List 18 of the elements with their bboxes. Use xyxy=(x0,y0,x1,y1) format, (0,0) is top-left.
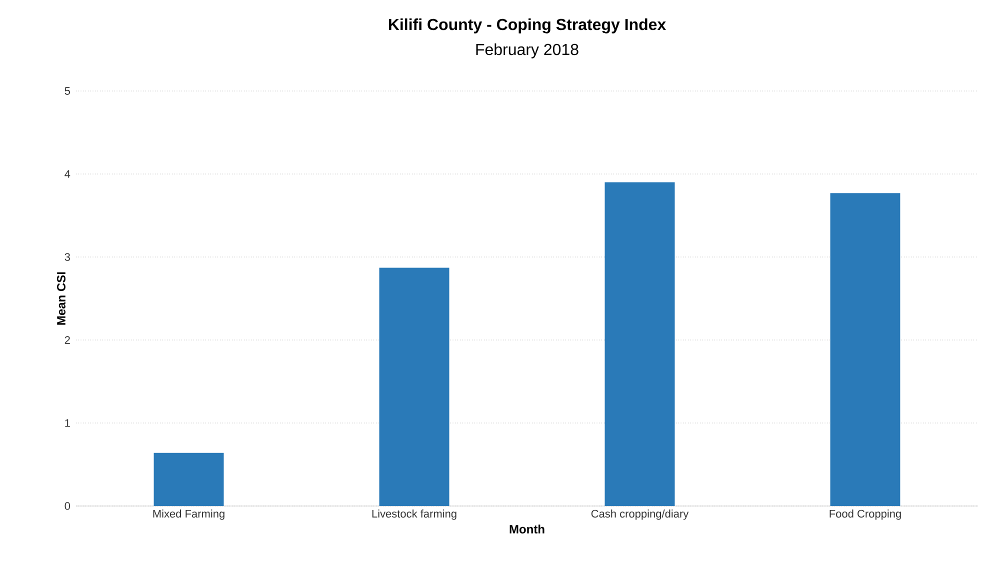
x-tick-label: Livestock farming xyxy=(372,510,456,520)
x-tick-label: Food Cropping xyxy=(830,510,901,520)
bar xyxy=(154,452,224,506)
x-tick-label: Cash cropping/diary xyxy=(591,510,689,520)
bar xyxy=(604,182,675,506)
y-tick-label: 3 xyxy=(64,253,70,261)
y-tick-label: 5 xyxy=(64,87,70,95)
bar xyxy=(830,193,900,506)
x-tick-label: Mixed Farming xyxy=(153,510,224,520)
y-tick-label: 0 xyxy=(64,502,70,510)
y-tick-label: 4 xyxy=(64,170,70,178)
y-axis-title: Mean CSI xyxy=(56,272,66,325)
y-tick-label: 1 xyxy=(65,419,70,427)
chart-subtitle: February 2018 xyxy=(476,43,578,58)
y-tick-label: 2 xyxy=(64,336,70,344)
chart-title: Kilifi County - Coping Strategy Index xyxy=(388,18,666,34)
x-axis-title: Month xyxy=(510,524,544,534)
bar xyxy=(379,268,450,506)
